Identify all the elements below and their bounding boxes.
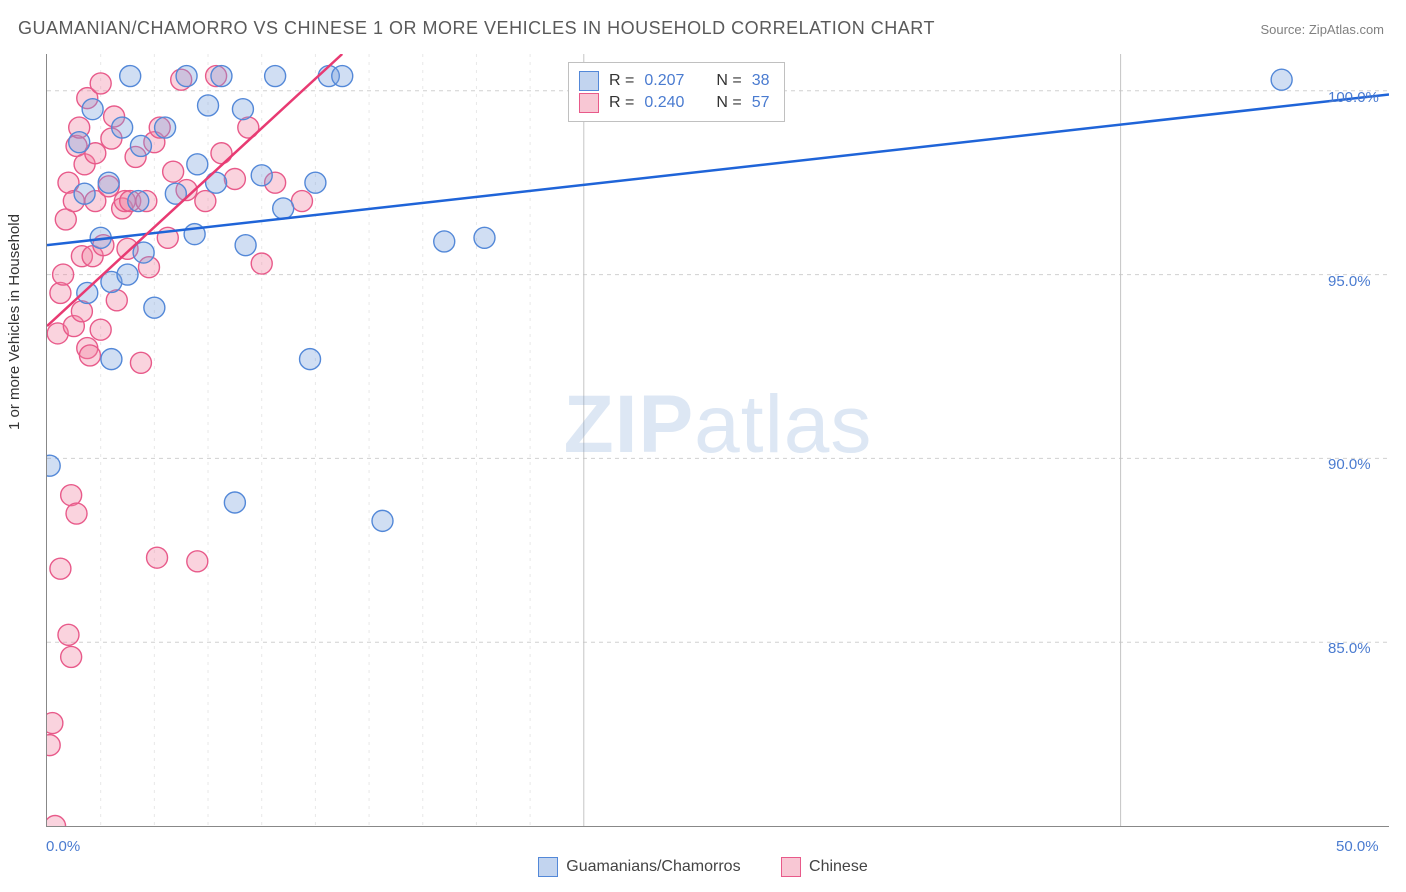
legend-stats-box: R = 0.207 N = 38 R = 0.240 N = 57 xyxy=(568,62,785,122)
x-tick-max: 50.0% xyxy=(1336,838,1379,855)
plot-area: ZIPatlas xyxy=(46,54,1389,827)
x-tick-min: 0.0% xyxy=(46,838,80,855)
y-tick-label: 85.0% xyxy=(1328,640,1406,657)
chart-title: GUAMANIAN/CHAMORRO VS CHINESE 1 OR MORE … xyxy=(18,18,935,39)
swatch-blue-icon xyxy=(579,71,599,91)
chart-svg xyxy=(47,54,1389,826)
legend-bottom: Guamanians/Chamorros Chinese xyxy=(0,857,1406,882)
swatch-pink-icon xyxy=(781,857,801,877)
legend-item-guam: Guamanians/Chamorros xyxy=(538,857,740,877)
source-label: Source: ZipAtlas.com xyxy=(1260,22,1384,37)
y-tick-label: 100.0% xyxy=(1328,89,1406,106)
legend-item-label: Guamanians/Chamorros xyxy=(566,858,740,876)
legend-item-chinese: Chinese xyxy=(781,857,868,877)
swatch-blue-icon xyxy=(538,857,558,877)
legend-stats-row-chinese: R = 0.240 N = 57 xyxy=(579,93,770,113)
y-tick-label: 90.0% xyxy=(1328,456,1406,473)
legend-stats-row-guam: R = 0.207 N = 38 xyxy=(579,71,770,91)
swatch-pink-icon xyxy=(579,93,599,113)
y-axis-label: 1 or more Vehicles in Household xyxy=(6,214,23,430)
legend-item-label: Chinese xyxy=(809,858,868,876)
y-tick-label: 95.0% xyxy=(1328,273,1406,290)
